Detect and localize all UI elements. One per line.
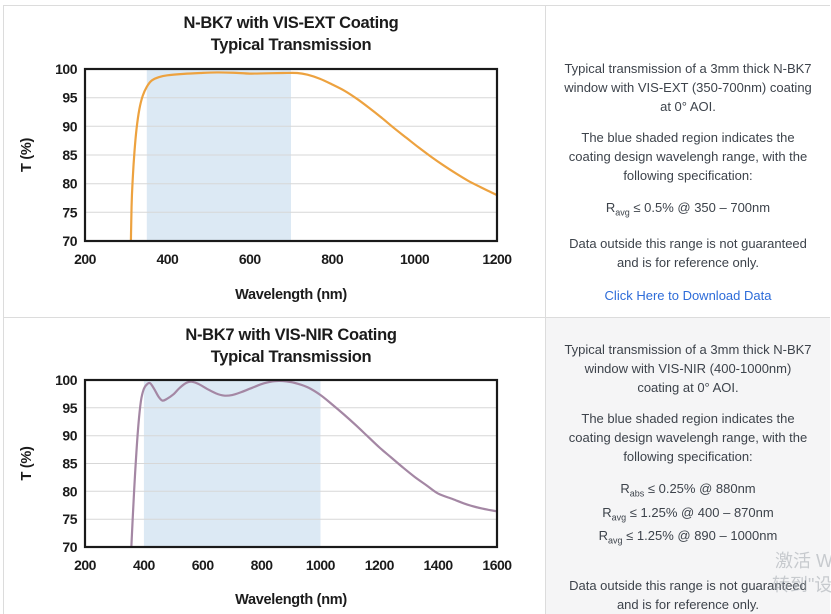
content-frame: N-BK7 with VIS-EXT Coating Typical Transm… — [3, 5, 830, 614]
panel-paragraph-typical: Typical transmission of a 3mm thick N-BK… — [564, 61, 812, 114]
x-tick-label: 800 — [321, 251, 344, 267]
x-tick-label: 400 — [133, 557, 156, 573]
chart-title: N-BK7 with VIS-NIR Coating — [185, 326, 396, 344]
spec-subscript: avg — [615, 207, 630, 218]
download-data-link[interactable]: Click Here to Download Data — [604, 287, 772, 303]
spec-subscript: abs — [629, 488, 645, 499]
spec-subscript: avg — [611, 512, 627, 523]
spec-line: Rabs ≤ 0.25% @ 880nm — [620, 481, 756, 499]
vis-ext-chart-cell: N-BK7 with VIS-EXT Coating Typical Transm… — [4, 6, 545, 317]
y-tick-label: 75 — [62, 511, 77, 527]
x-tick-label: 200 — [74, 557, 97, 573]
panel-paragraph-shaded: The blue shaded region indicates the coa… — [568, 130, 808, 183]
transmission-curve — [130, 380, 497, 547]
y-tick-label: 75 — [62, 204, 77, 220]
chart-title: N-BK7 with VIS-EXT Coating — [184, 14, 399, 32]
y-tick-label: 95 — [62, 400, 77, 416]
panel-paragraph-disclaimer: Data outside this range is not guarantee… — [569, 235, 807, 270]
chart-subtitle: Typical Transmission — [211, 348, 372, 366]
y-tick-label: 90 — [62, 118, 77, 134]
y-tick-label: 90 — [62, 428, 77, 444]
y-tick-label: 95 — [62, 90, 77, 106]
vis-nir-chart: N-BK7 with VIS-NIR Coating Typical Transm… — [19, 326, 513, 608]
y-tick-label: 70 — [62, 539, 77, 555]
y-axis-title: T (%) — [19, 446, 35, 480]
y-tick-label: 100 — [55, 372, 78, 388]
spec-line: Ravg ≤ 1.25% @ 400 – 870nm — [602, 504, 774, 523]
plot-border — [83, 378, 499, 549]
x-tick-label: 400 — [156, 251, 179, 267]
vis-ext-info-panel: Typical transmission of a 3mm thick N-BK… — [545, 6, 830, 317]
panel-paragraph-disclaimer: Data outside this range is not guarantee… — [569, 577, 807, 612]
spec-subscript: avg — [608, 535, 623, 546]
y-tick-label: 80 — [62, 176, 77, 192]
spec-line: Ravg ≤ 1.25% @ 890 – 1000nm — [598, 528, 778, 546]
x-tick-label: 1400 — [424, 557, 454, 573]
spec-list: Rabs ≤ 0.25% @ 880nm Ravg ≤ 1.25% @ 400 … — [563, 480, 813, 550]
spec-line: Ravg ≤ 0.5% @ 350 – 700nm — [605, 200, 771, 218]
panel-paragraph-typical: Typical transmission of a 3mm thick N-BK… — [564, 342, 812, 395]
x-tick-label: 1600 — [482, 557, 512, 573]
y-tick-label: 70 — [62, 233, 77, 249]
transmission-curve — [129, 71, 497, 241]
x-axis-title: Wavelength (nm) — [235, 287, 347, 303]
vis-ext-chart: N-BK7 with VIS-EXT Coating Typical Transm… — [19, 14, 513, 303]
vis-ext-row: N-BK7 with VIS-EXT Coating Typical Transm… — [4, 6, 830, 318]
y-axis-title: T (%) — [19, 138, 35, 172]
x-tick-label: 1000 — [400, 251, 430, 267]
vis-nir-chart-cell: N-BK7 with VIS-NIR Coating Typical Transm… — [4, 318, 545, 614]
x-tick-label: 800 — [251, 557, 274, 573]
x-tick-label: 1000 — [306, 557, 336, 573]
y-tick-label: 100 — [55, 61, 78, 77]
y-tick-label: 85 — [62, 147, 77, 163]
x-tick-label: 600 — [192, 557, 215, 573]
spec-list: Ravg ≤ 0.5% @ 350 – 700nm — [563, 199, 813, 222]
x-tick-label: 200 — [74, 251, 97, 267]
plot-border — [83, 67, 499, 243]
vis-nir-row: N-BK7 with VIS-NIR Coating Typical Transm… — [4, 318, 830, 614]
chart-subtitle: Typical Transmission — [211, 36, 372, 54]
vis-nir-info-panel: Typical transmission of a 3mm thick N-BK… — [545, 318, 830, 614]
panel-paragraph-shaded: The blue shaded region indicates the coa… — [568, 411, 808, 464]
x-tick-label: 1200 — [365, 557, 395, 573]
y-tick-label: 80 — [62, 483, 77, 499]
y-tick-label: 85 — [62, 456, 77, 472]
x-tick-label: 600 — [239, 251, 262, 267]
x-axis-title: Wavelength (nm) — [235, 592, 347, 608]
x-tick-label: 1200 — [482, 251, 512, 267]
